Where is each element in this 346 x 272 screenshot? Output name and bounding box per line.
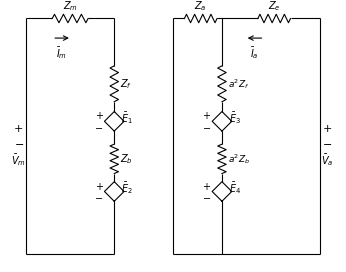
Text: $\bar{E}_2$: $\bar{E}_2$ bbox=[121, 180, 133, 196]
Text: +: + bbox=[202, 112, 210, 121]
Text: $-$: $-$ bbox=[94, 122, 103, 132]
Text: +: + bbox=[202, 182, 210, 191]
Text: $\bar{I}_m$: $\bar{I}_m$ bbox=[56, 45, 67, 61]
Text: +: + bbox=[322, 125, 332, 134]
Text: $-$: $-$ bbox=[202, 192, 211, 202]
Text: $Z_m$: $Z_m$ bbox=[63, 0, 78, 13]
Text: $\bar{I}_a$: $\bar{I}_a$ bbox=[250, 45, 259, 61]
Text: $Z_e$: $Z_e$ bbox=[268, 0, 281, 13]
Text: $Z_f$: $Z_f$ bbox=[120, 77, 132, 91]
Text: +: + bbox=[94, 112, 102, 121]
Text: $Z_b$: $Z_b$ bbox=[120, 152, 133, 166]
Text: +: + bbox=[14, 125, 24, 134]
Text: $a^2Z_b$: $a^2Z_b$ bbox=[228, 152, 250, 166]
Text: $\bar{V}_a$: $\bar{V}_a$ bbox=[321, 152, 333, 168]
Text: $-$: $-$ bbox=[202, 122, 211, 132]
Text: $Z_a$: $Z_a$ bbox=[194, 0, 207, 13]
Text: $\bar{E}_4$: $\bar{E}_4$ bbox=[229, 180, 242, 196]
Text: $a^2Z_f$: $a^2Z_f$ bbox=[228, 77, 249, 91]
Text: $\bar{V}_m$: $\bar{V}_m$ bbox=[11, 152, 26, 168]
Text: $-$: $-$ bbox=[322, 138, 332, 147]
Text: $\bar{E}_3$: $\bar{E}_3$ bbox=[229, 110, 241, 126]
Text: $\bar{E}_1$: $\bar{E}_1$ bbox=[121, 110, 133, 126]
Text: $-$: $-$ bbox=[94, 192, 103, 202]
Text: +: + bbox=[94, 182, 102, 191]
Text: $-$: $-$ bbox=[14, 138, 24, 147]
